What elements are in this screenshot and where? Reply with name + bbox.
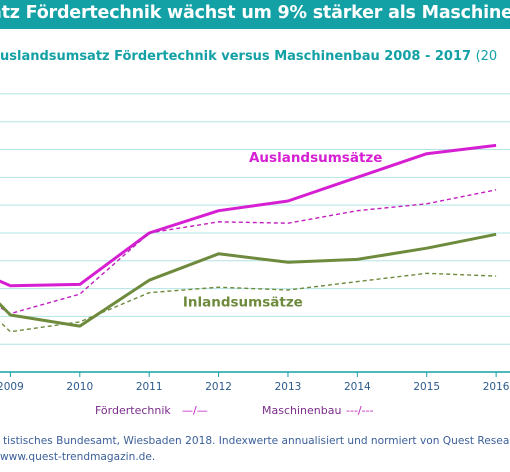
legend-label-maschinenbau: Maschinenbau xyxy=(262,404,341,417)
subtitle-suffix: (20 xyxy=(475,49,498,64)
ausland-foerdertechnik-line xyxy=(0,143,497,288)
x-tick-label-2009: 2009 xyxy=(0,381,24,393)
x-tick-label-2016: 2016 xyxy=(483,381,510,393)
website-link[interactable]: www.quest-trendmagazin.de. xyxy=(0,451,156,463)
source-note: tistisches Bundesamt, Wiesbaden 2018. In… xyxy=(3,435,510,447)
legend-marker-maschinenbau: ---/--- xyxy=(346,404,374,417)
x-tick-label-2014: 2014 xyxy=(344,381,371,393)
chart-subtitle: uslandsumsatz Fördertechnik versus Masch… xyxy=(0,49,497,64)
annotation-auslandsumsaetze: Auslandsumsätze xyxy=(249,150,382,166)
annotation-inlandsumsaetze: Inlandsumsätze xyxy=(183,295,303,311)
x-tick-label-2010: 2010 xyxy=(66,381,93,393)
legend-marker-foerdertechnik: —/— xyxy=(182,404,208,417)
inland-maschinenbau-line xyxy=(0,272,497,333)
x-tick-label-2011: 2011 xyxy=(136,381,163,393)
inland-foerdertechnik-line xyxy=(0,232,497,328)
x-tick-label-2015: 2015 xyxy=(413,381,440,393)
line-chart: 2009 2010 2011 2012 2013 2014 2015 2016 Auslands… xyxy=(0,93,510,417)
subtitle-main: uslandsumsatz Fördertechnik versus Masch… xyxy=(0,49,472,64)
legend-label-foerdertechnik: Fördertechnik xyxy=(95,404,171,417)
title-band: atz Fördertechnik wächst um 9% stärker a… xyxy=(0,0,510,29)
chart-title: atz Fördertechnik wächst um 9% stärker a… xyxy=(0,3,510,23)
ausland-maschinenbau-line xyxy=(0,189,497,315)
x-tick-label-2012: 2012 xyxy=(205,381,232,393)
x-tick-label-2013: 2013 xyxy=(275,381,302,393)
